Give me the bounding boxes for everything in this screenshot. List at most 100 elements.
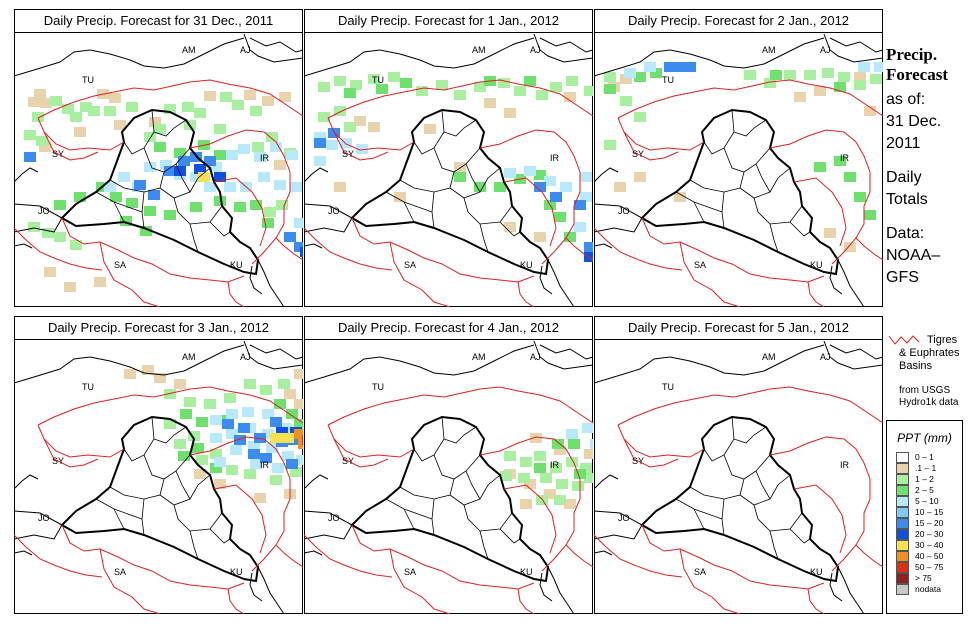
province-boundary	[479, 530, 489, 560]
precip-cell	[118, 172, 130, 182]
country-label: AM	[762, 45, 776, 55]
country-label: KU	[810, 567, 823, 577]
province-boundary	[465, 470, 481, 500]
border-line	[594, 167, 619, 183]
ppt-legend-swatch	[896, 584, 909, 595]
border-line	[539, 572, 553, 602]
precip-cell	[284, 389, 296, 399]
province-boundary	[151, 109, 187, 137]
basin-legend-line-4: from USGS	[899, 385, 951, 396]
precip-cell	[178, 156, 190, 166]
ppt-legend-label: .1 – 1	[915, 463, 937, 473]
border-line	[837, 566, 865, 614]
precip-cell	[838, 72, 850, 82]
precip-cell	[804, 70, 816, 80]
precip-cell	[664, 62, 676, 72]
precip-cell	[264, 207, 276, 217]
precip-cell	[634, 172, 646, 182]
precip-cell	[604, 72, 616, 82]
country-label: TU	[82, 382, 94, 392]
precip-cell	[192, 443, 204, 453]
province-boundary	[465, 163, 481, 193]
precip-cell	[184, 397, 196, 407]
ppt-legend-label: 50 – 75	[915, 562, 944, 572]
precip-cell	[250, 459, 262, 469]
panel-title: Daily Precip. Forecast for 31 Dec., 2011	[14, 9, 303, 33]
basin-boundary	[99, 241, 161, 307]
precip-cell	[40, 98, 52, 108]
precip-cell	[28, 97, 40, 107]
country-label: IR	[840, 460, 850, 470]
basin-legend-line-2: & Euphrates	[899, 347, 960, 359]
basin-boundary	[213, 484, 267, 554]
border-line	[763, 37, 825, 65]
precip-cell	[514, 86, 526, 96]
province-boundary	[123, 438, 155, 462]
basin-legend-line-3: Basins	[899, 360, 933, 372]
border-line	[304, 524, 353, 540]
precip-cell	[584, 86, 593, 96]
country-label: SY	[52, 149, 64, 159]
province-boundary	[175, 470, 191, 500]
precip-cell	[474, 182, 486, 192]
precip-cell	[32, 112, 44, 122]
basin-boundary	[517, 281, 535, 307]
basin-boundary	[275, 237, 303, 261]
precip-cell	[550, 82, 562, 92]
sidebar-title-2: Forecast	[886, 65, 948, 84]
province-boundary	[151, 416, 187, 444]
country-label: SY	[342, 149, 354, 159]
precip-cell	[174, 379, 186, 389]
border-line	[304, 217, 353, 233]
country-label: AJ	[240, 352, 251, 362]
province-boundary	[703, 131, 735, 155]
border-line	[594, 550, 613, 556]
precip-cell	[282, 433, 294, 443]
border-line	[14, 243, 33, 249]
precip-cell	[210, 415, 222, 425]
precip-cell	[590, 439, 593, 449]
ppt-legend-swatch	[896, 463, 909, 474]
precip-cell	[178, 451, 190, 461]
precip-cell	[854, 80, 866, 90]
precip-cell	[196, 417, 208, 427]
map-frame	[594, 339, 883, 614]
precip-cell	[210, 463, 222, 473]
precip-cell	[634, 72, 646, 82]
precip-cell	[554, 212, 566, 222]
precip-cell	[164, 419, 176, 429]
precip-cell	[24, 130, 36, 140]
province-boundary	[113, 201, 125, 223]
precip-cell	[674, 192, 686, 202]
province-boundary	[413, 131, 445, 155]
precip-cell	[276, 427, 288, 437]
ppt-legend-label: 40 – 50	[915, 551, 944, 561]
ppt-legend-label: 2 – 5	[915, 485, 934, 495]
precip-map: AM AJ TU SY IR JO SA KU	[594, 32, 883, 307]
basin-boundary	[479, 129, 581, 265]
precip-cell	[474, 82, 486, 92]
precip-cell	[270, 142, 282, 152]
iraq-border	[640, 415, 840, 583]
precip-cell	[258, 172, 270, 182]
province-boundary	[789, 528, 811, 544]
precip-cell	[494, 182, 506, 192]
precip-cell	[550, 192, 562, 202]
precip-cell	[226, 429, 238, 439]
precip-cell	[540, 473, 552, 483]
precip-cell	[28, 222, 40, 232]
border-line	[829, 265, 843, 295]
ppt-legend-label: > 75	[915, 573, 932, 583]
precip-cell	[500, 471, 512, 481]
province-boundary	[441, 416, 477, 444]
precip-cell	[266, 132, 278, 142]
precip-cell	[149, 117, 161, 127]
basin-boundary	[389, 241, 451, 307]
border-line	[14, 510, 63, 526]
precip-cell	[34, 89, 46, 99]
country-label: SA	[404, 567, 416, 577]
precip-cell	[266, 443, 278, 453]
precip-cell	[164, 210, 176, 220]
precip-cell	[134, 180, 146, 190]
precip-cell	[814, 162, 826, 172]
